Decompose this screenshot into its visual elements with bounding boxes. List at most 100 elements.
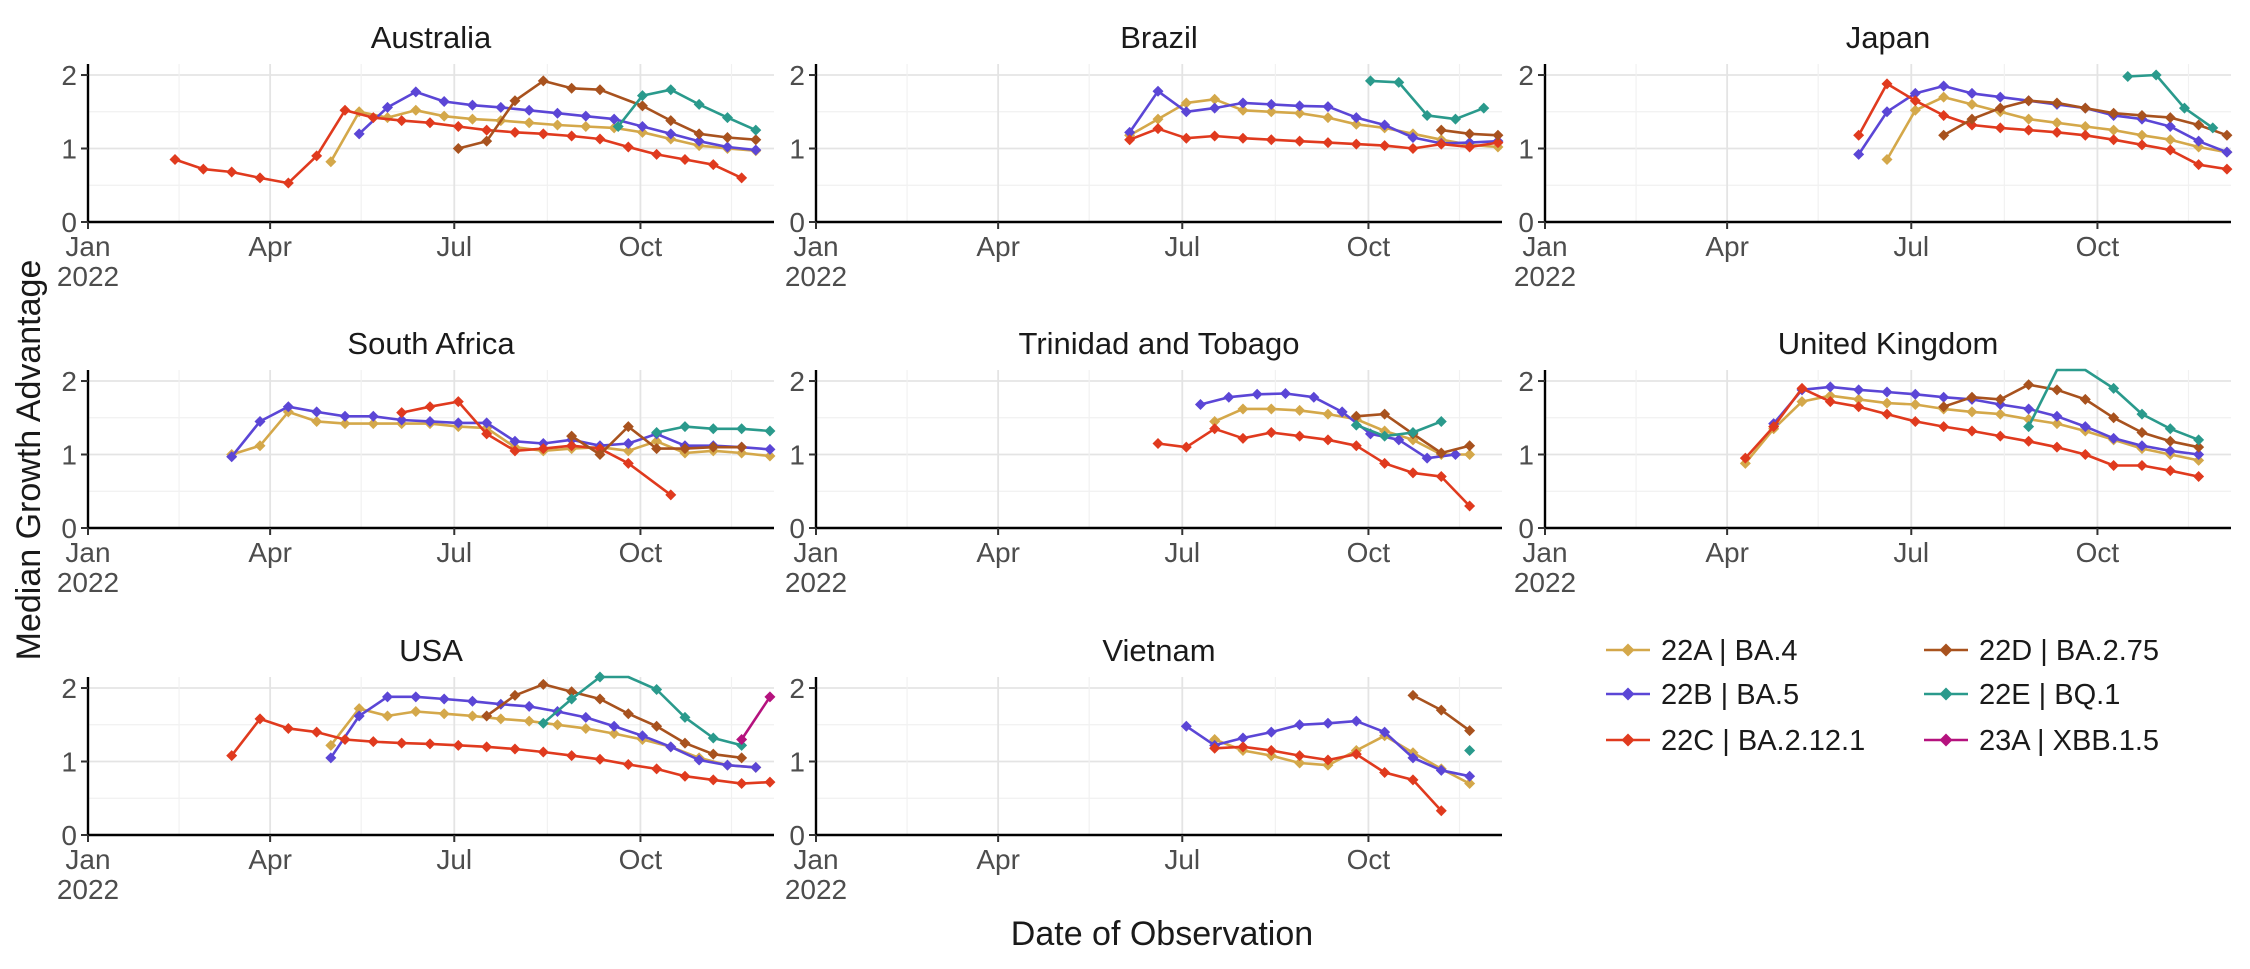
data-point	[580, 722, 592, 734]
data-point	[1265, 98, 1277, 110]
x-tick-sublabel: 2022	[57, 567, 119, 598]
data-point	[1824, 381, 1836, 393]
data-point	[693, 128, 705, 140]
data-point	[2136, 109, 2148, 121]
series-E	[651, 421, 776, 438]
data-point	[665, 115, 677, 127]
data-point	[1994, 430, 2006, 442]
data-point	[325, 752, 337, 764]
data-point	[1994, 393, 2006, 405]
data-point	[1938, 91, 1950, 103]
x-tick-label: Jul	[436, 537, 472, 568]
data-point	[1478, 102, 1490, 114]
series-C	[1152, 423, 1476, 512]
data-point	[2164, 120, 2176, 132]
data-point	[1464, 770, 1476, 782]
data-point	[679, 443, 691, 455]
data-point	[509, 126, 521, 138]
x-tick-label: Jul	[1164, 231, 1200, 262]
series-E	[612, 84, 762, 136]
data-point	[707, 159, 719, 171]
data-point	[764, 691, 776, 703]
data-point	[2023, 95, 2035, 107]
data-point	[466, 99, 478, 111]
series-D	[1938, 95, 2233, 141]
data-point	[1881, 386, 1893, 398]
data-point	[509, 743, 521, 755]
y-tick-label: 0	[789, 207, 805, 238]
data-point	[721, 759, 733, 771]
x-tick-label: Apr	[1705, 537, 1749, 568]
legend-item-C: 22C | BA.2.12.1	[1606, 725, 1865, 757]
data-point	[396, 407, 408, 419]
data-point	[2164, 465, 2176, 477]
data-point	[566, 430, 578, 442]
data-point	[311, 406, 323, 418]
data-point	[566, 693, 578, 705]
data-point	[612, 120, 624, 132]
data-point	[2136, 440, 2148, 452]
data-point	[1223, 391, 1235, 403]
data-point	[2051, 126, 2063, 138]
x-tick-label: Oct	[619, 231, 663, 262]
x-tick-label: Oct	[2076, 537, 2120, 568]
data-point	[1265, 403, 1277, 415]
x-tick-sublabel: 2022	[1514, 261, 1576, 292]
data-point	[750, 134, 762, 146]
series-D	[452, 75, 762, 155]
data-point	[2136, 129, 2148, 141]
data-point	[736, 733, 748, 745]
data-point	[2079, 129, 2091, 141]
data-point	[495, 713, 507, 725]
x-tick-label: Jan	[1522, 537, 1567, 568]
data-point	[1379, 457, 1391, 469]
data-point	[1322, 101, 1334, 113]
data-point	[367, 736, 379, 748]
series-E	[1364, 75, 1490, 125]
series-line	[617, 88, 757, 132]
y-tick-label: 1	[789, 440, 805, 471]
data-point	[594, 133, 606, 145]
data-point	[226, 451, 238, 463]
data-point	[1180, 132, 1192, 144]
data-point	[1994, 408, 2006, 420]
data-point	[721, 112, 733, 124]
data-point	[636, 100, 648, 112]
x-tick-label: Oct	[1347, 537, 1391, 568]
series-line	[230, 717, 771, 785]
data-point	[452, 120, 464, 132]
data-point	[311, 150, 323, 162]
data-point	[1407, 752, 1419, 764]
data-point	[495, 101, 507, 113]
data-point	[1407, 774, 1419, 786]
data-point	[1739, 452, 1751, 464]
data-point	[339, 733, 351, 745]
data-point	[424, 415, 436, 427]
y-tick-label: 2	[789, 366, 805, 397]
data-point	[1209, 415, 1221, 427]
data-point	[367, 410, 379, 422]
data-point	[608, 113, 620, 125]
data-point	[651, 426, 663, 438]
data-point	[1379, 119, 1391, 131]
data-point	[1279, 388, 1291, 400]
data-point	[1350, 410, 1362, 422]
data-point	[523, 700, 535, 712]
data-point	[1209, 742, 1221, 754]
series-group	[1853, 69, 2233, 175]
y-tick-label: 0	[61, 207, 77, 238]
panel-background	[88, 677, 774, 835]
data-point	[1209, 130, 1221, 142]
data-point	[1407, 143, 1419, 155]
data-point	[736, 423, 748, 435]
data-point	[1322, 434, 1334, 446]
data-point	[622, 437, 634, 449]
legend-key-point	[1621, 687, 1635, 701]
panel-title: Trinidad and Tobago	[1019, 326, 1300, 361]
series-line	[2127, 73, 2214, 129]
data-point	[1350, 138, 1362, 150]
data-point	[750, 761, 762, 773]
data-point	[566, 750, 578, 762]
